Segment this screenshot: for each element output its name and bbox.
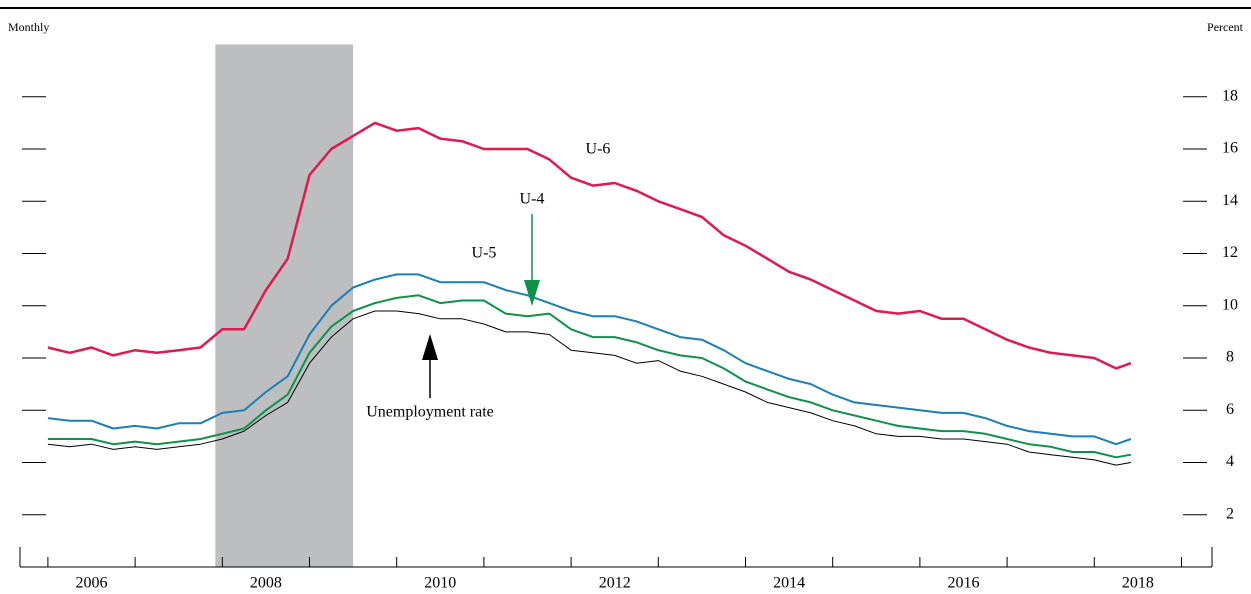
series-line [47, 273, 1132, 446]
x-tick-label: 2006 [76, 575, 108, 592]
y-tick-label: 8 [1226, 349, 1234, 366]
y-tick-label: 6 [1226, 401, 1234, 418]
y-tick-label: 4 [1226, 453, 1234, 470]
series-line [47, 310, 1131, 466]
y-axis-label: Percent [1207, 20, 1244, 34]
series-label: U-5 [472, 245, 497, 262]
x-tick-label: 2016 [947, 575, 979, 592]
arrow-head [422, 334, 438, 360]
series-line [47, 294, 1132, 459]
y-tick-label: 14 [1222, 192, 1238, 209]
y-tick-label: 12 [1222, 244, 1238, 261]
arrow-head [524, 280, 540, 306]
y-tick-label: 10 [1222, 296, 1238, 313]
subtitle: Monthly [8, 20, 49, 34]
x-tick-label: 2010 [424, 575, 456, 592]
series-label: U-6 [586, 141, 611, 158]
series-label: Unemployment rate [366, 404, 494, 421]
y-tick-label: 16 [1222, 140, 1238, 157]
x-tick-label: 2008 [250, 575, 282, 592]
x-tick-label: 2014 [773, 575, 805, 592]
x-tick-label: 2012 [599, 575, 631, 592]
x-tick-label: 2018 [1122, 575, 1154, 592]
series-line [47, 121, 1132, 370]
y-tick-label: 18 [1222, 87, 1238, 104]
y-tick-label: 2 [1226, 505, 1234, 522]
series-label: U-4 [520, 191, 545, 208]
